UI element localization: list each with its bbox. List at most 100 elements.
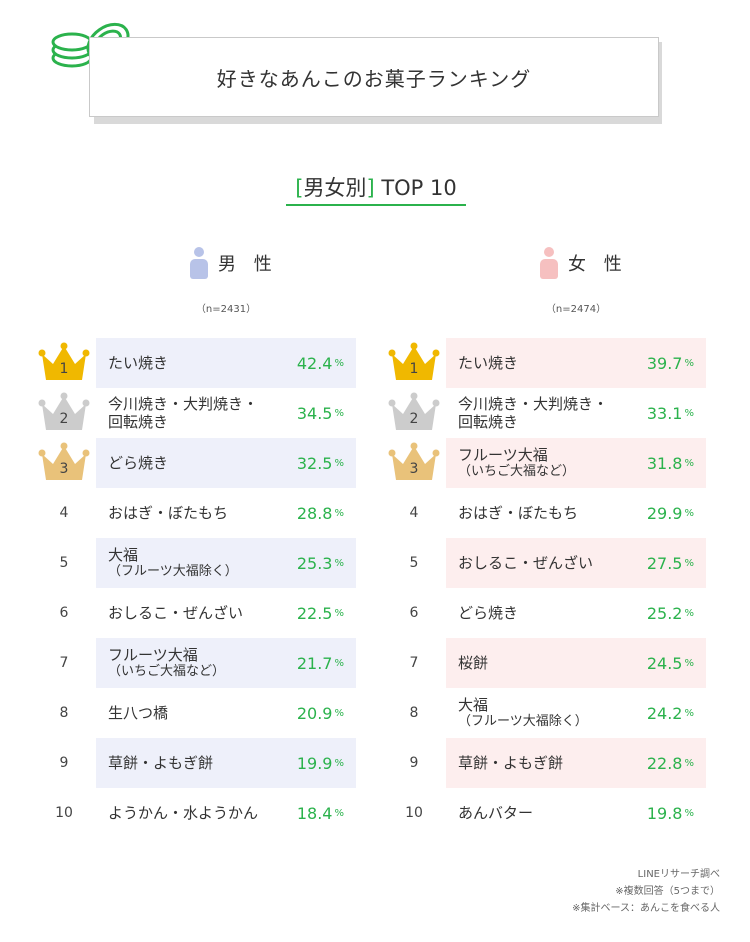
female-rank-6: 6 [384,588,444,638]
percent-unit: % [684,357,694,369]
percent-unit: % [334,457,344,469]
item-percent: 24.5% [647,638,694,688]
female-rank-5: 5 [384,538,444,588]
male-rank-10: 10 [34,788,94,838]
row-band [96,738,356,788]
item-name: 草餅・よもぎ餅 [108,738,293,788]
item-name-line2: （いちご大福など） [108,664,226,679]
item-name-line1: おはぎ・ぼたもち [108,504,229,522]
female-ranking-row: 大福 （フルーツ大福除く） 24.2% [446,688,706,738]
percent-value: 25.3 [296,553,333,573]
gold-crown-icon [388,342,440,380]
row-band [446,638,706,688]
male-rank-4: 4 [34,488,94,538]
percent-value: 34.5 [296,403,333,423]
male-ranking-row: 生八つ橋 20.9% [96,688,356,738]
item-percent: 22.8% [647,738,694,788]
percent-unit: % [684,657,694,669]
percent-value: 20.9 [296,703,333,723]
percent-unit: % [334,557,344,569]
male-heading: 男 性 [190,245,278,281]
item-name: 大福 （フルーツ大福除く） [108,538,293,588]
row-band [446,438,706,488]
male-rank-9: 9 [34,738,94,788]
item-name-line1: どら焼き [108,454,169,472]
male-sample-size: （n=2431） [195,304,257,315]
rank-number: 4 [409,505,419,521]
item-name: 大福 （フルーツ大福除く） [458,688,643,738]
percent-value: 24.5 [646,653,683,673]
rank-number: 3 [409,461,419,477]
rank-number: 9 [59,755,69,771]
item-name-line1: どら焼き [458,604,519,622]
percent-value: 33.1 [646,403,683,423]
percent-unit: % [684,807,694,819]
percent-value: 24.2 [646,703,683,723]
row-band [446,338,706,388]
male-rank-6: 6 [34,588,94,638]
item-name: あんバター [458,788,643,838]
item-name: おしるこ・ぜんざい [458,538,643,588]
percent-value: 21.7 [296,653,333,673]
male-rank-2: 2 [34,388,94,438]
item-percent: 25.2% [647,588,694,638]
item-percent: 25.3% [297,538,344,588]
item-name-line1: 桜餅 [458,654,489,672]
item-name: おしるこ・ぜんざい [108,588,293,638]
item-name-line1: 大福 [458,696,489,714]
item-percent: 18.4% [297,788,344,838]
percent-value: 22.8 [646,753,683,773]
female-rank-3: 3 [384,438,444,488]
male-ranking-row: ようかん・水ようかん 18.4% [96,788,356,838]
female-ranking-row: どら焼き 25.2% [446,588,706,638]
rank-number: 1 [409,361,419,377]
male-ranking-row: 大福 （フルーツ大福除く） 25.3% [96,538,356,588]
item-percent: 28.8% [297,488,344,538]
female-ranking-row: おしるこ・ぜんざい 27.5% [446,538,706,588]
female-ranking-row: おはぎ・ぼたもち 29.9% [446,488,706,538]
item-name: 生八つ橋 [108,688,293,738]
item-name: ようかん・水ようかん [108,788,293,838]
item-percent: 21.7% [297,638,344,688]
item-percent: 34.5% [297,388,344,438]
percent-unit: % [684,707,694,719]
item-name-line2: （フルーツ大福除く） [458,714,588,729]
percent-value: 25.2 [646,603,683,623]
male-ranking-row: おはぎ・ぼたもち 28.8% [96,488,356,538]
rank-number: 6 [59,605,69,621]
percent-unit: % [684,507,694,519]
rank-number: 3 [59,461,69,477]
item-name-line1: たい焼き [108,354,169,372]
percent-unit: % [334,607,344,619]
female-ranking-row: あんバター 19.8% [446,788,706,838]
percent-unit: % [684,757,694,769]
section-bracket-close: ] [366,176,375,200]
male-rank-5: 5 [34,538,94,588]
male-ranking-row: 草餅・よもぎ餅 19.9% [96,738,356,788]
percent-value: 18.4 [296,803,333,823]
item-percent: 29.9% [647,488,694,538]
section-suffix: TOP 10 [381,176,457,200]
percent-value: 19.9 [296,753,333,773]
percent-value: 29.9 [646,503,683,523]
row-band [96,638,356,688]
item-name: フルーツ大福 （いちご大福など） [108,638,293,688]
section-label: 男女別 [303,176,367,200]
row-band [96,438,356,488]
item-name-line1: ようかん・水ようかん [108,804,259,822]
item-name-line2: 回転焼き [108,413,169,431]
item-name: おはぎ・ぼたもち [458,488,643,538]
male-label: 男 性 [218,254,278,275]
male-ranking-row: 今川焼き・大判焼き・ 回転焼き 34.5% [96,388,356,438]
male-rank-3: 3 [34,438,94,488]
silver-crown-icon [388,392,440,430]
row-band [96,338,356,388]
item-percent: 39.7% [647,338,694,388]
silver-crown-icon [38,392,90,430]
percent-unit: % [334,357,344,369]
item-name-line1: フルーツ大福 [458,446,548,464]
rank-number: 2 [59,411,69,427]
item-name-line1: 大福 [108,546,139,564]
item-name: どら焼き [458,588,643,638]
female-ranking-row: フルーツ大福 （いちご大福など） 31.8% [446,438,706,488]
